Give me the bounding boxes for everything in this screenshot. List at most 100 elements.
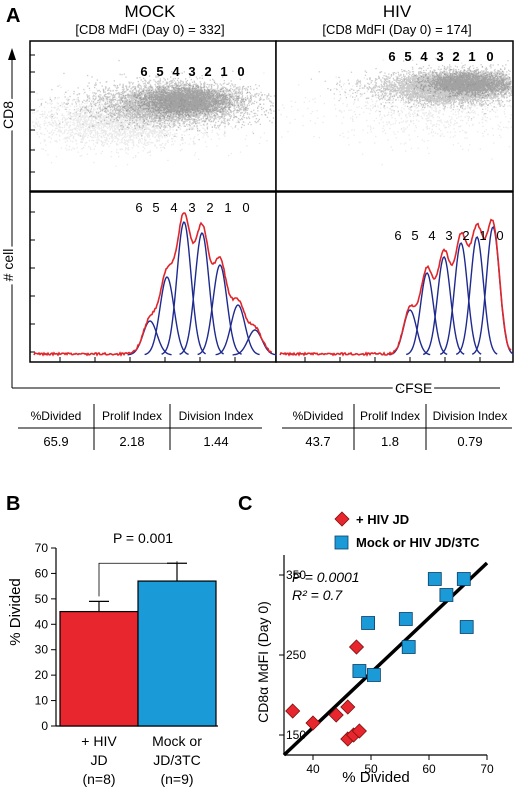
mock-dotplot-cloud [32, 59, 276, 167]
panel-b-ytick-label: 30 [35, 643, 49, 657]
hiv-stat-header: %Divided [293, 409, 344, 423]
panel-c-xtick-label: 50 [364, 762, 378, 776]
panel-c-xtick-label: 70 [480, 762, 494, 776]
panel-b-label: B [6, 493, 20, 515]
division-label: 6 [388, 49, 395, 64]
panel-c-r2: R² = 0.7 [292, 587, 343, 603]
fit-component-curve [215, 304, 260, 356]
legend-diamond-icon [334, 511, 350, 527]
scatter-point-square [352, 664, 367, 678]
hiv-dotplot-frame [275, 40, 514, 192]
panel-b-ytick-label: 50 [35, 592, 49, 606]
mock-stat-value: 65.9 [43, 434, 68, 449]
hiv-histogram-frame [275, 191, 514, 363]
division-label: 6 [140, 64, 147, 79]
division-label: 1 [479, 228, 486, 243]
scatter-point-square [398, 612, 413, 626]
bar [59, 610, 139, 727]
division-label: 6 [394, 228, 401, 243]
division-label: 2 [206, 200, 213, 215]
panel-b-category-label: JD [90, 752, 107, 768]
panel-b-ytick-label: 60 [35, 566, 49, 580]
panel-b-bar-chart: 0 10 20 30 40 50 60 70 [35, 541, 218, 733]
scatter-point-diamond [351, 723, 367, 739]
panel-c-p-value: P = 0.0001 [292, 569, 360, 585]
mock-stat-header: Prolif Index [102, 409, 162, 423]
scatter-point-diamond [285, 703, 301, 719]
hiv-stat-header: Prolif Index [360, 409, 420, 423]
fit-component-curve [144, 276, 189, 356]
significance-bracket [98, 561, 178, 597]
panel-b-category-label: JD/3TC [153, 752, 200, 768]
division-label: 5 [152, 200, 159, 215]
panel-b-ytick-label: 70 [35, 541, 49, 555]
hiv-stat-header: Division Index [433, 409, 508, 423]
panel-b-category-label: + HIV [81, 733, 117, 749]
division-label: 1 [224, 200, 231, 215]
scatter-point-square [427, 572, 442, 586]
panel-b-category-label: (n=9) [160, 771, 193, 787]
y-label-cell: # cell [0, 249, 16, 282]
mock-histogram-frame [29, 191, 277, 363]
fit-component-curve [161, 221, 207, 355]
panel-b-category-label: Mock or [152, 733, 202, 749]
division-label: 4 [428, 228, 435, 243]
division-label: 0 [496, 228, 503, 243]
panel-b-category-label: (n=8) [82, 771, 115, 787]
division-label: 4 [170, 200, 177, 215]
hiv-stat-value: 1.8 [381, 434, 399, 449]
mock-title: MOCK [125, 2, 177, 21]
division-label: 5 [411, 228, 418, 243]
scatter-point-square [366, 668, 381, 682]
panel-c-ytick-label: 350 [286, 568, 306, 582]
panel-c-ylabel: CD8α MdFI (Day 0) [255, 601, 271, 723]
hiv-subtitle: [CD8 MdFI (Day 0) = 174] [322, 22, 471, 37]
division-label: 4 [420, 49, 428, 64]
hiv-stat-value: 43.7 [305, 434, 330, 449]
histogram-envelope [279, 218, 512, 357]
fit-component-curve [405, 272, 448, 356]
division-label: 5 [404, 49, 411, 64]
scatter-point-square [439, 588, 454, 602]
division-label: 2 [204, 64, 211, 79]
hiv-stats-table: %Divided Prolif Index Division Index 43.… [282, 404, 512, 450]
scatter-point-square [401, 640, 416, 654]
hiv-dotplot-cloud [278, 54, 513, 166]
division-label: 3 [436, 49, 443, 64]
legend-item: Mock or HIV JD/3TC [356, 535, 480, 550]
scatter-point-diamond [305, 715, 321, 731]
division-label: 0 [242, 200, 249, 215]
division-label: 1 [220, 64, 227, 79]
panel-b-ytick-label: 0 [41, 719, 48, 733]
scatter-point-square [456, 572, 471, 586]
fit-component-curve [179, 232, 224, 355]
mock-subtitle: [CD8 MdFI (Day 0) = 332] [75, 22, 224, 37]
panel-b-ytick-label: 40 [35, 617, 49, 631]
mock-stat-header: %Divided [31, 409, 82, 423]
panel-c-xlabel: % Divided [342, 769, 410, 786]
mock-stat-value: 2.18 [119, 434, 144, 449]
scatter-point-diamond [340, 699, 356, 715]
mock-histogram-curves [33, 212, 277, 357]
scatter-point-square [361, 616, 376, 630]
division-label: 0 [237, 64, 244, 79]
division-label: 2 [462, 228, 469, 243]
mock-stats-table: %Divided Prolif Index Division Index 65.… [18, 404, 262, 450]
division-label: 5 [156, 64, 163, 79]
division-label: 0 [486, 49, 493, 64]
histogram-ticks [30, 211, 481, 362]
hiv-title: HIV [383, 2, 412, 21]
bar [137, 580, 217, 727]
panel-c-legend: + HIV JD Mock or HIV JD/3TC [334, 511, 480, 550]
dotplot-ticks [30, 54, 35, 173]
panel-c-label: C [238, 493, 252, 515]
fit-component-curve [197, 264, 242, 356]
panel-b-category-labels: + HIV JD (n=8) Mock or JD/3TC (n=9) [81, 733, 202, 787]
fit-component-curve [455, 236, 498, 355]
mock-stat-header: Division Index [179, 409, 254, 423]
hiv-stat-value: 0.79 [457, 434, 482, 449]
